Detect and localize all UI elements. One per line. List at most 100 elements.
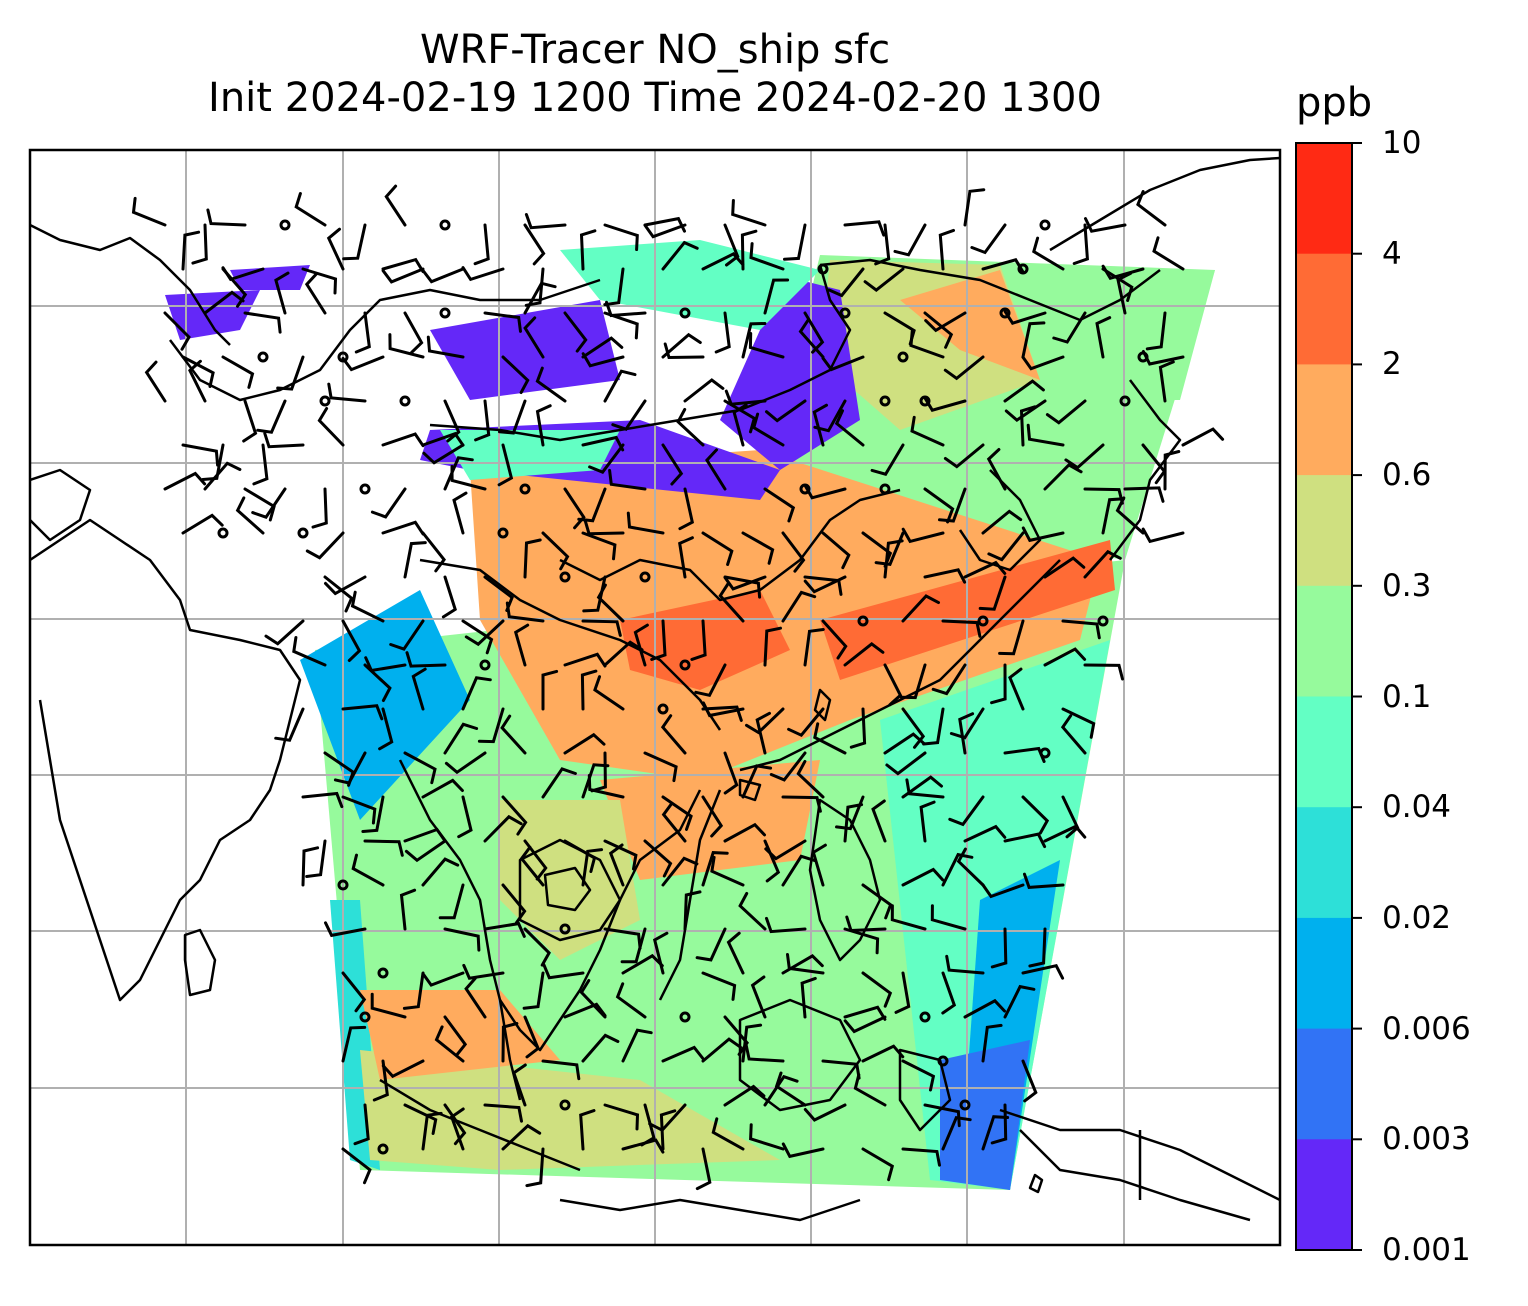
wind-barb [181, 355, 215, 388]
wind-barb [1026, 423, 1065, 447]
wind-barb [923, 487, 955, 524]
wind-barb [403, 827, 447, 843]
wind-barb [883, 539, 904, 579]
central-asia-border [169, 278, 601, 402]
calm-circle [359, 1011, 371, 1023]
calm-circle [439, 307, 451, 319]
wind-barb [581, 352, 625, 368]
wind-barb [652, 931, 669, 975]
wind-barb [714, 311, 731, 354]
wind-barb [372, 1059, 389, 1102]
sulawesi [898, 1048, 952, 1132]
wind-barb [633, 623, 649, 667]
title-line-2: Init 2024-02-19 1200 Time 2024-02-20 130… [208, 75, 1102, 121]
calm-circle [1119, 395, 1131, 407]
wind-barbs [131, 184, 1225, 1191]
wind-barb [441, 575, 457, 619]
wind-barb [843, 642, 885, 667]
hainan [738, 778, 762, 802]
vietnam-coast [658, 789, 722, 1001]
wind-barb [861, 1147, 895, 1182]
title-line-1: WRF-Tracer NO_ship sfc [419, 27, 891, 73]
wind-barb [781, 1142, 825, 1159]
wind-barb [1163, 450, 1181, 491]
wind-barb [483, 311, 522, 333]
wind-barb [923, 396, 967, 412]
wind-barb [449, 1107, 465, 1151]
wind-barb [350, 590, 385, 623]
calm-circle [999, 307, 1011, 319]
wind-barb [1145, 311, 1167, 351]
wind-barb [587, 774, 625, 799]
wind-barb [1061, 619, 1101, 640]
wind-barb [581, 336, 624, 359]
colorbar-segment [1296, 253, 1352, 365]
calm-circle [639, 571, 651, 583]
colorbar-segment [1296, 1139, 1352, 1251]
purple-west-2 [230, 265, 310, 290]
wind-barb [723, 575, 767, 591]
wind-barb [541, 531, 570, 571]
wind-barb [909, 330, 945, 359]
wind-barb [438, 883, 465, 920]
wind-barb [341, 704, 384, 721]
calm-circle [879, 395, 891, 407]
wind-barb [958, 712, 975, 755]
wind-barb [251, 487, 287, 519]
wind-barb [749, 242, 785, 271]
wind-barb [723, 822, 766, 843]
wind-barb [326, 227, 345, 271]
philippines [808, 798, 882, 962]
wind-barb [626, 511, 665, 535]
wind-barb [803, 628, 825, 667]
wind-barb [324, 921, 367, 938]
wind-barb [899, 663, 927, 700]
colorbar-tick-label: 4 [1382, 235, 1402, 272]
wind-barb [311, 487, 328, 529]
wind-barb [389, 619, 425, 651]
wind-barb [787, 707, 825, 738]
wind-barb [443, 927, 481, 952]
wind-barb [930, 904, 967, 931]
wind-barb [403, 1103, 438, 1135]
wind-barb [464, 976, 487, 1019]
wind-barb [731, 199, 767, 227]
wind-barb [563, 311, 588, 353]
wind-barb [342, 223, 367, 261]
wind-barb [1101, 497, 1126, 535]
wind-barb [981, 509, 1023, 535]
wind-barb [542, 963, 585, 980]
wind-barb [781, 954, 824, 975]
wind-barb [603, 267, 625, 307]
calm-circle [937, 1055, 949, 1067]
wind-barb [803, 1103, 847, 1122]
wind-barb [763, 626, 782, 667]
wind-barb [405, 651, 447, 668]
wind-barb [421, 857, 460, 887]
wind-barb [201, 443, 225, 481]
wind-barb [923, 1103, 961, 1128]
wind-barb [583, 518, 625, 536]
wind-barb [1101, 264, 1145, 280]
wind-barb [813, 722, 847, 755]
wind-barb [1021, 321, 1046, 359]
wind-barb [188, 359, 207, 403]
wind-barb [938, 487, 967, 523]
wind-barb [701, 971, 737, 1001]
calm-circle [217, 527, 229, 539]
wind-barb [434, 1025, 465, 1063]
wind-barb [705, 448, 727, 491]
wind-barb [750, 975, 767, 1019]
wind-barb [661, 856, 699, 887]
wind-barb [741, 764, 773, 799]
calm-circle [559, 1099, 571, 1111]
wind-barb [987, 531, 1025, 562]
wind-barb [206, 208, 247, 227]
wind-barb [252, 443, 269, 486]
wind-barb [849, 707, 867, 749]
wind-barb [941, 1116, 972, 1151]
colorbar-segment [1296, 1028, 1352, 1140]
wind-barb [1003, 832, 1047, 849]
wind-barb [1003, 984, 1036, 1019]
wind-barb [724, 389, 767, 406]
